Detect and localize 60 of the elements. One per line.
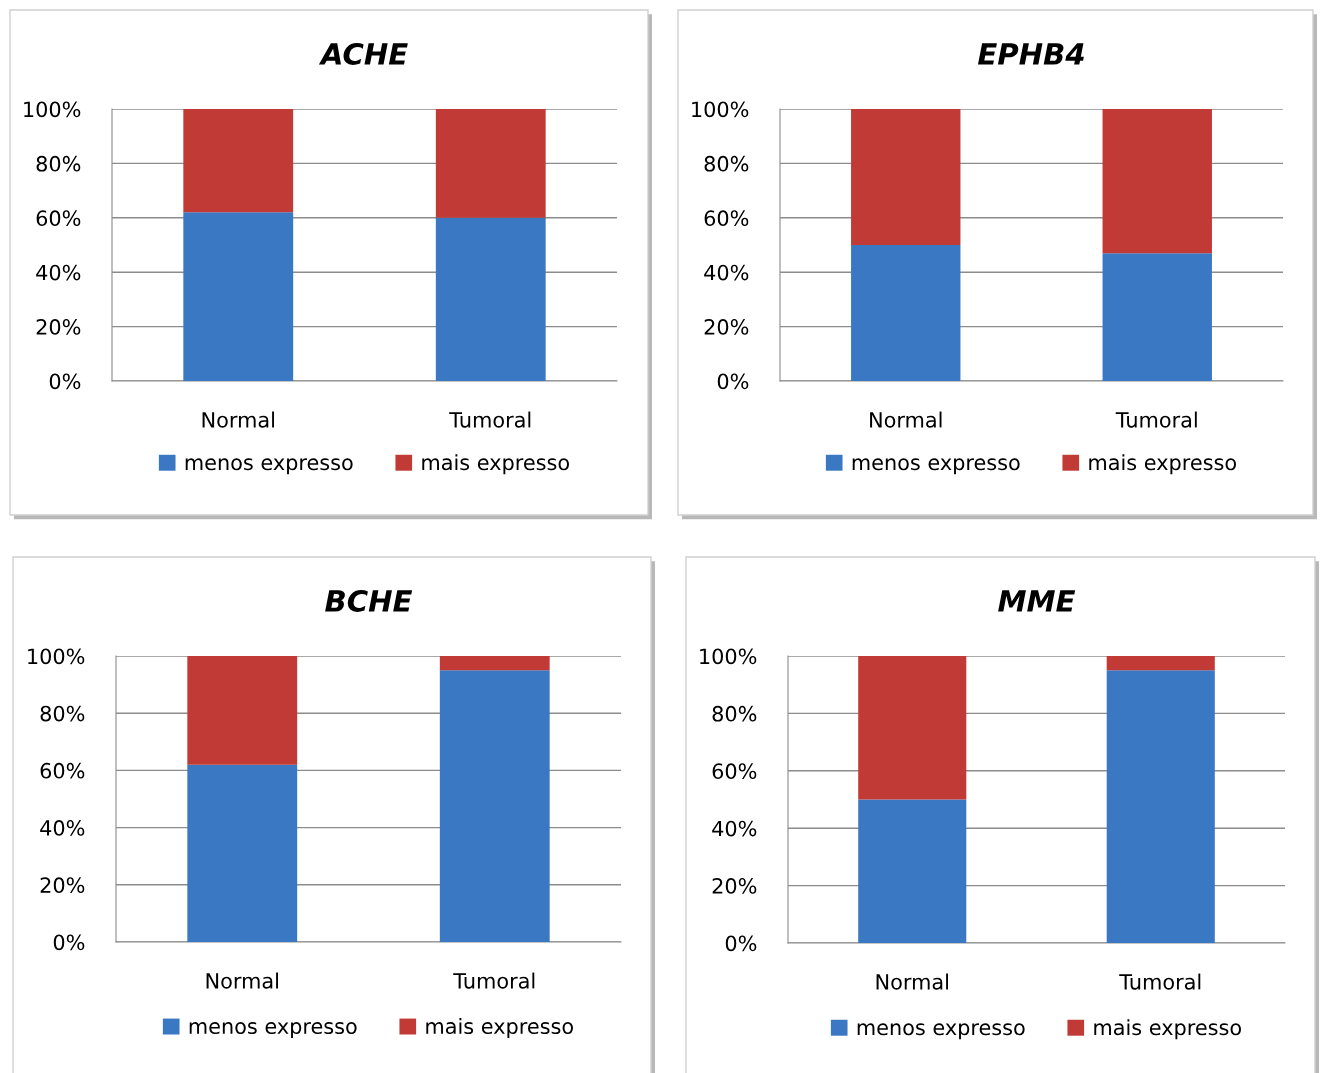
legend-label: menos expresso	[185, 458, 353, 475]
y-tick-label: 0%	[53, 934, 85, 951]
y-tick-label: 80%	[36, 155, 81, 172]
bar	[1106, 670, 1215, 943]
legend-label: menos expresso	[857, 1023, 1025, 1040]
y-tick-label: 60%	[712, 763, 757, 780]
x-tick-label: Normal	[876, 973, 948, 990]
legend-label: mais expresso	[1094, 1019, 1241, 1040]
y-tick-label: 80%	[40, 705, 85, 722]
bar	[851, 245, 961, 381]
bar	[439, 670, 550, 942]
bar	[183, 109, 294, 213]
legend-label: mais expresso	[1089, 454, 1236, 475]
y-tick-label: 20%	[704, 319, 749, 335]
legend-label: menos expresso	[852, 458, 1020, 475]
bar	[435, 109, 546, 218]
x-tick-label: Tumoral	[449, 411, 531, 428]
x-tick-label: Normal	[206, 972, 278, 989]
x-tick-label: Tumoral	[1119, 973, 1201, 990]
y-tick-label: 80%	[712, 705, 757, 722]
y-tick-label: 20%	[36, 319, 81, 335]
bar	[187, 764, 298, 942]
x-tick-label: Normal	[870, 411, 942, 428]
chart-title: ACHE	[318, 42, 408, 65]
legend-label: mais expresso	[426, 1017, 573, 1039]
legend-label: menos expresso	[189, 1022, 357, 1039]
y-tick-label: 0%	[49, 373, 81, 390]
chart-title: BCHE	[325, 589, 413, 612]
bar	[435, 217, 546, 381]
y-tick-label: 60%	[40, 762, 85, 779]
y-tick-label: 100%	[24, 101, 81, 118]
bar	[1102, 253, 1212, 381]
y-tick-label: 80%	[704, 155, 749, 172]
bar	[858, 656, 967, 800]
y-tick-label: 100%	[692, 101, 749, 118]
bar	[187, 656, 298, 765]
y-tick-label: 60%	[36, 210, 81, 227]
y-tick-label: 100%	[28, 648, 85, 665]
y-tick-label: 60%	[704, 210, 749, 227]
y-tick-label: 40%	[712, 820, 757, 837]
bar	[851, 109, 961, 245]
chart-title: MME	[998, 590, 1076, 612]
y-tick-label: 100%	[700, 648, 757, 665]
bar	[1102, 109, 1212, 254]
y-tick-label: 40%	[40, 820, 85, 836]
y-tick-label: 40%	[36, 264, 81, 281]
legend-label: mais expresso	[422, 454, 569, 475]
x-tick-label: Tumoral	[453, 972, 535, 989]
bar	[439, 656, 550, 671]
x-tick-label: Tumoral	[1115, 411, 1197, 428]
y-tick-label: 40%	[704, 264, 749, 281]
bar	[858, 799, 967, 943]
bar	[183, 212, 294, 381]
x-tick-label: Normal	[202, 411, 274, 428]
bar	[1106, 656, 1215, 671]
y-tick-label: 20%	[712, 878, 757, 894]
y-tick-label: 0%	[717, 373, 749, 390]
y-tick-label: 20%	[40, 877, 85, 894]
y-tick-label: 0%	[725, 935, 757, 952]
chart-title: EPHB4	[977, 43, 1084, 65]
